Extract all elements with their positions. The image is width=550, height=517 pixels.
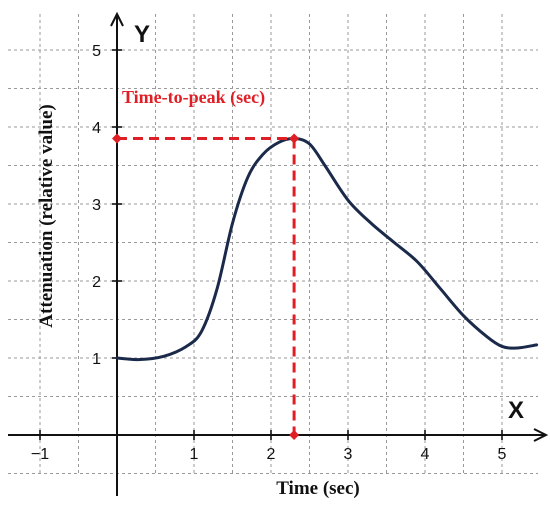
x-axis-arrow [533,428,549,442]
peak-y-marker [112,133,122,144]
y-axis-arrow [110,11,124,27]
ticks: −1 1 2 3 4 5 1 2 3 4 5 [31,43,507,463]
series-line [115,137,539,362]
x-tick-label: 5 [498,446,507,463]
annotation-label: Time-to-peak (sec) [122,87,265,108]
y-axis-title: Attenuation (relative value) [36,104,57,327]
y-tick-label: 4 [92,120,101,137]
x-tick-label: −1 [31,446,49,463]
axes [8,11,549,496]
x-tick-label: 3 [344,446,353,463]
series [115,137,539,362]
x-tick-label: 2 [267,446,276,463]
annotation [112,133,300,440]
x-tick-label: 4 [421,446,430,463]
peak-x-marker [289,430,300,440]
peak-marker [289,133,300,144]
y-tick-label: 1 [92,351,101,368]
x-axis-title: Time (sec) [276,478,360,499]
y-tick-label: 3 [92,197,101,214]
y-axis-letter: Y [134,21,150,48]
grid [8,14,538,476]
x-tick-label: 1 [190,446,199,463]
y-tick-label: 5 [92,43,101,60]
y-tick-label: 2 [92,274,101,291]
x-axis-letter: X [508,397,524,424]
